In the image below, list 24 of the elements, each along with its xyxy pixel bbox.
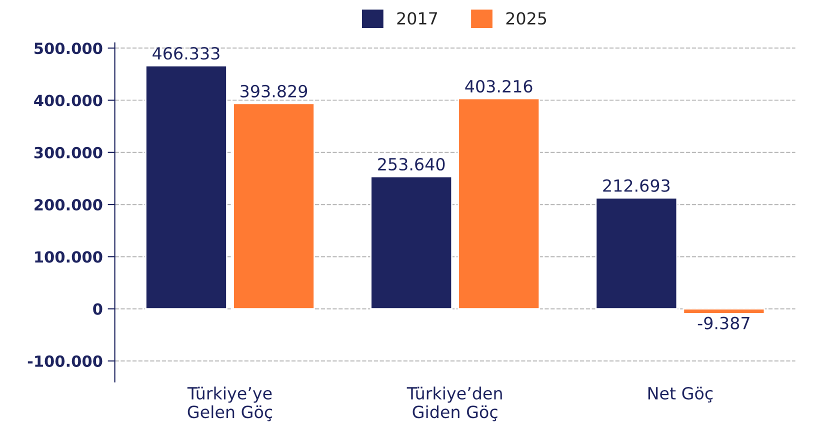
legend-label: 2017: [397, 12, 438, 25]
data-label: 393.829: [240, 84, 308, 98]
y-tick-label: 400.000: [34, 94, 102, 106]
bar: [458, 98, 540, 310]
x-tick-label: Türkiye’ye Gelen Göç: [187, 386, 272, 422]
data-label: -9.387: [698, 316, 750, 330]
bar: [232, 102, 315, 310]
x-tick-label: Net Göç: [648, 386, 713, 403]
y-tick-label: 500.000: [34, 42, 102, 54]
bar: [145, 64, 228, 310]
legend-label: 2025: [506, 12, 546, 25]
bar: [370, 176, 453, 310]
y-tick-label: 100.000: [35, 251, 102, 263]
data-label: 253.640: [378, 158, 445, 171]
data-label: 466.333: [152, 47, 220, 60]
y-tick-label: -100.000: [28, 355, 102, 367]
bar: [682, 308, 766, 314]
data-label: 212.693: [603, 179, 670, 192]
y-tick-label: 0: [93, 303, 102, 315]
data-label: 403.216: [465, 80, 532, 93]
x-tick-label: Türkiye’den Giden Göç: [406, 386, 502, 422]
y-tick-label: 200.000: [34, 199, 102, 211]
bar: [595, 197, 678, 310]
y-tick-label: 300.000: [34, 146, 102, 158]
